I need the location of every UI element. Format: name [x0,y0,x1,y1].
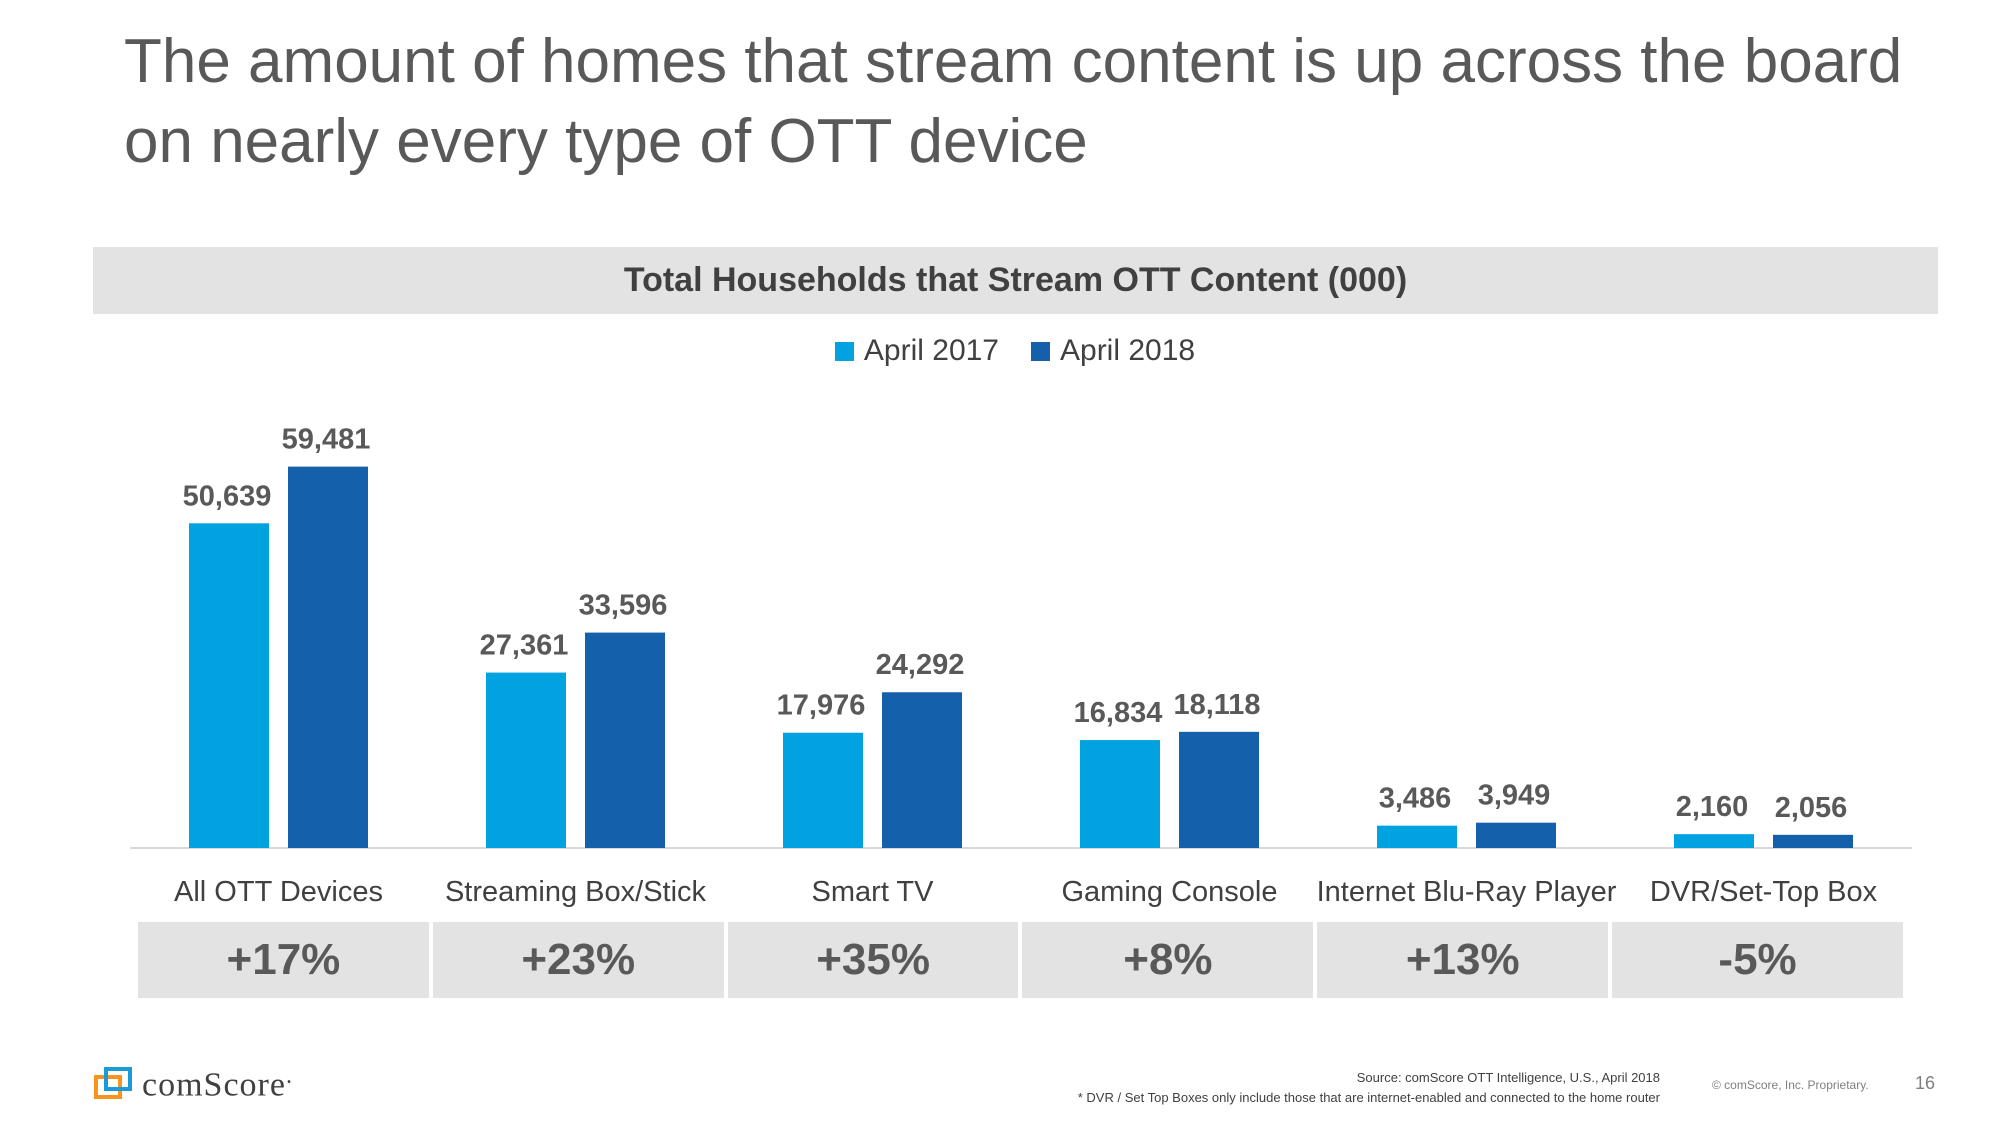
slide-title: The amount of homes that stream content … [124,27,1903,176]
category-label: DVR/Set-Top Box [1650,876,1878,908]
data-label: 33,596 [579,590,668,622]
bar-april-2018 [1179,731,1259,848]
category-label: All OTT Devices [174,876,383,908]
legend-item-april-2017: April 2017 [834,334,999,368]
legend-label-april-2018: April 2018 [1060,334,1196,367]
category-label: Streaming Box/Stick [445,876,707,908]
bar-april-2017 [1377,825,1457,848]
comscore-logo-text: comScore. [142,1063,293,1104]
growth-row: +17% +23% +35% +8% +13% -5% [138,922,1903,998]
copyright: © comScore, Inc. Proprietary. [1712,1078,1869,1092]
comscore-logo: comScore. [94,1063,293,1104]
data-label: 50,639 [183,480,272,512]
legend-swatch-april-2017 [834,341,854,361]
bar-april-2018 [1476,822,1556,848]
source-line: Source: comScore OTT Intelligence, U.S.,… [1356,1070,1660,1085]
source-notes: Source: comScore OTT Intelligence, U.S.,… [1078,1068,1660,1108]
bar-april-2018 [585,632,665,848]
data-label: 16,834 [1074,697,1163,729]
chart-title: Total Households that Stream OTT Content… [623,261,1408,299]
growth-cell: +35% [727,922,1019,998]
bar-april-2017 [1674,834,1754,848]
bar-april-2018 [288,466,368,848]
bar-april-2017 [486,672,566,848]
growth-cell: +17% [138,922,429,998]
data-label: 24,292 [876,649,965,681]
data-label: 27,361 [480,630,569,662]
bar-april-2018 [882,692,962,848]
growth-cell: +23% [432,922,724,998]
category-label: Smart TV [812,876,935,908]
growth-cell: +8% [1022,922,1314,998]
chart-title-banner: Total Households that Stream OTT Content… [93,247,1938,314]
data-label: 17,976 [777,690,866,722]
chart-legend: April 2017 April 2018 [0,334,2000,368]
bar-chart: 50,639 59,481 All OTT Devices 27,361 33,596 S… [130,424,1912,908]
bar-april-2017 [1080,740,1160,848]
page-number: 16 [1915,1073,1936,1093]
category-label: Internet Blu-Ray Player [1317,876,1617,908]
growth-cell: +13% [1317,922,1609,998]
footnote: * DVR / Set Top Boxes only include those… [1077,1090,1660,1105]
bar-april-2018 [1773,834,1853,848]
data-label: 59,481 [282,424,371,456]
legend-label-april-2017: April 2017 [863,334,999,367]
legend-item-april-2018: April 2018 [1031,334,1195,368]
data-label: 3,486 [1379,783,1452,815]
data-label: 3,949 [1478,780,1551,812]
comscore-logo-icon [94,1066,132,1099]
bar-april-2017 [783,732,863,848]
category-label: Gaming Console [1062,876,1278,908]
legend-swatch-april-2018 [1031,341,1050,361]
data-label: 2,160 [1676,791,1749,823]
growth-cell: -5% [1612,922,1903,998]
data-label: 18,118 [1173,689,1260,721]
bar-april-2017 [189,523,269,848]
data-label: 2,056 [1775,792,1848,824]
